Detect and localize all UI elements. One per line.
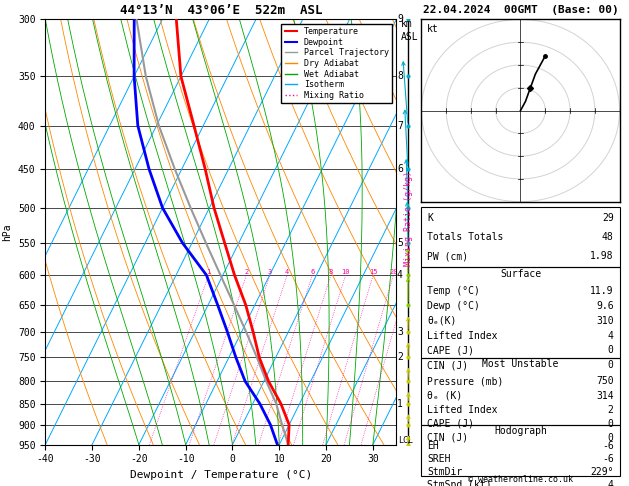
Text: 2: 2 [397, 352, 403, 363]
Text: θₑ (K): θₑ (K) [427, 391, 462, 400]
Text: θₑ(K): θₑ(K) [427, 316, 457, 326]
Text: 4: 4 [397, 270, 403, 280]
Text: -6: -6 [602, 454, 614, 464]
Text: EH: EH [427, 441, 439, 451]
Bar [421, 358, 620, 425]
Text: 20: 20 [389, 269, 398, 275]
Text: 5: 5 [397, 238, 403, 248]
Text: Pressure (mb): Pressure (mb) [427, 377, 504, 386]
Text: 7: 7 [397, 121, 403, 131]
Text: kt: kt [426, 24, 438, 34]
Text: 15: 15 [369, 269, 377, 275]
Text: Surface: Surface [500, 269, 541, 278]
Text: Lifted Index: Lifted Index [427, 330, 498, 341]
Text: 8: 8 [329, 269, 333, 275]
Text: K: K [427, 213, 433, 223]
Bar [421, 425, 620, 476]
Text: Hodograph: Hodograph [494, 426, 547, 436]
Text: 11.9: 11.9 [590, 286, 614, 296]
Text: 48: 48 [602, 232, 614, 242]
Text: 3: 3 [268, 269, 272, 275]
Text: 0: 0 [608, 360, 614, 370]
Text: CAPE (J): CAPE (J) [427, 346, 474, 355]
Text: Mixing Ratio (g/kg): Mixing Ratio (g/kg) [404, 171, 413, 266]
X-axis label: Dewpoint / Temperature (°C): Dewpoint / Temperature (°C) [130, 470, 312, 480]
Text: 1: 1 [206, 269, 211, 275]
Text: km: km [401, 19, 413, 30]
Text: © weatheronline.co.uk: © weatheronline.co.uk [469, 474, 573, 484]
Text: Dewp (°C): Dewp (°C) [427, 301, 481, 311]
Text: 229°: 229° [590, 467, 614, 477]
Text: 8: 8 [397, 71, 403, 81]
Bar [421, 207, 620, 267]
Bar [421, 267, 620, 358]
Text: -6: -6 [602, 441, 614, 451]
Text: 22.04.2024  00GMT  (Base: 00): 22.04.2024 00GMT (Base: 00) [423, 5, 619, 15]
Text: 9.6: 9.6 [596, 301, 614, 311]
Text: 310: 310 [596, 316, 614, 326]
Text: 1: 1 [397, 399, 403, 409]
Text: CAPE (J): CAPE (J) [427, 418, 474, 429]
Text: 4: 4 [285, 269, 289, 275]
Text: 6: 6 [310, 269, 314, 275]
Text: 0: 0 [608, 418, 614, 429]
Y-axis label: hPa: hPa [3, 223, 13, 241]
Text: Temp (°C): Temp (°C) [427, 286, 481, 296]
Text: 1.98: 1.98 [590, 251, 614, 261]
Text: CIN (J): CIN (J) [427, 360, 469, 370]
Text: 9: 9 [397, 15, 403, 24]
Text: 4: 4 [608, 330, 614, 341]
Text: 750: 750 [596, 377, 614, 386]
Text: StmDir: StmDir [427, 467, 462, 477]
Text: ASL: ASL [401, 32, 419, 42]
Text: Totals Totals: Totals Totals [427, 232, 504, 242]
Text: 10: 10 [342, 269, 350, 275]
Text: PW (cm): PW (cm) [427, 251, 469, 261]
Text: 2: 2 [244, 269, 248, 275]
Text: 0: 0 [608, 433, 614, 443]
Text: 2: 2 [608, 404, 614, 415]
Text: SREH: SREH [427, 454, 451, 464]
Legend: Temperature, Dewpoint, Parcel Trajectory, Dry Adiabat, Wet Adiabat, Isotherm, Mi: Temperature, Dewpoint, Parcel Trajectory… [281, 24, 392, 103]
Text: 314: 314 [596, 391, 614, 400]
Text: 29: 29 [602, 213, 614, 223]
Text: 0: 0 [608, 346, 614, 355]
Text: LCL: LCL [399, 436, 414, 445]
Text: Most Unstable: Most Unstable [482, 359, 559, 369]
Text: Lifted Index: Lifted Index [427, 404, 498, 415]
Text: 3: 3 [397, 327, 403, 337]
Title: 44°13’N  43°06’E  522m  ASL: 44°13’N 43°06’E 522m ASL [120, 4, 322, 17]
Text: CIN (J): CIN (J) [427, 433, 469, 443]
Text: 4: 4 [608, 480, 614, 486]
Text: StmSpd (kt): StmSpd (kt) [427, 480, 492, 486]
Text: 6: 6 [397, 164, 403, 174]
